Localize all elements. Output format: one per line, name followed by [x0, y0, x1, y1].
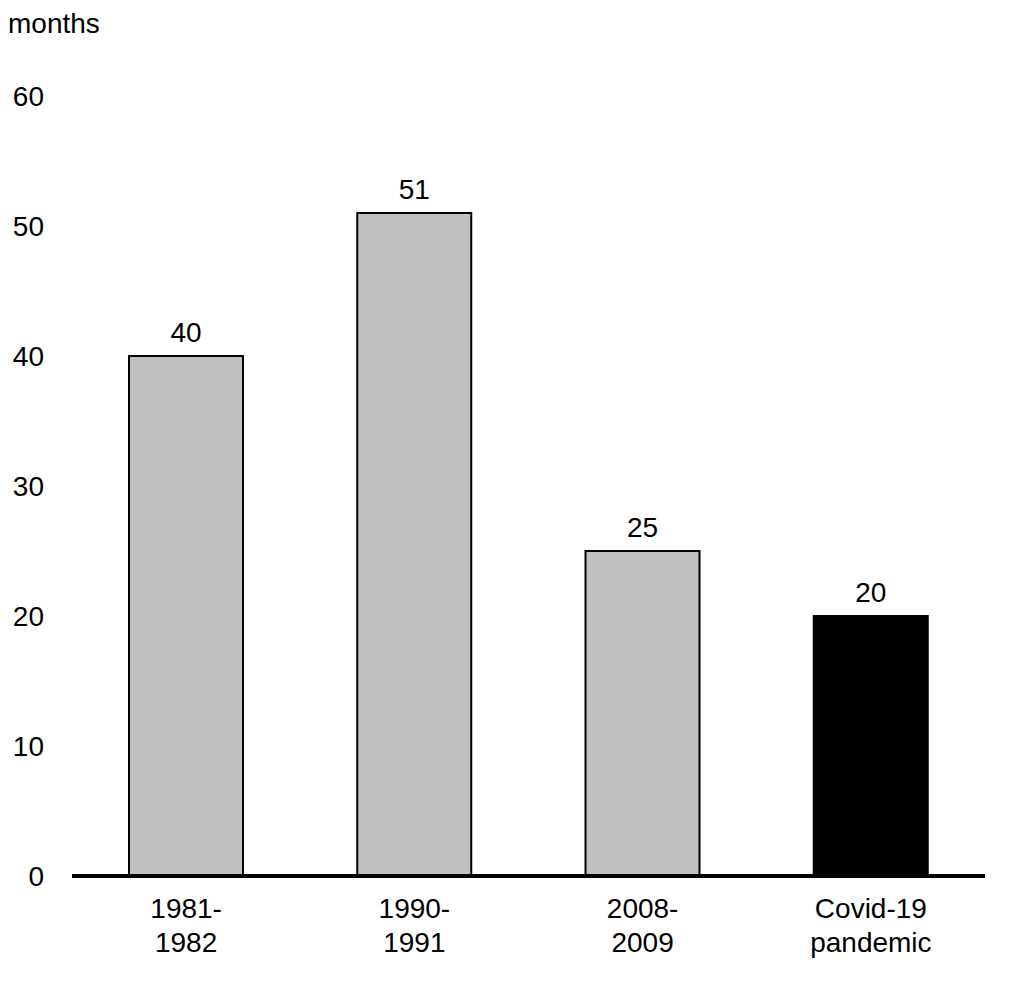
svg-text:1981-1982: 1981-1982 — [150, 893, 222, 958]
svg-text:Covid-19pandemic: Covid-19pandemic — [810, 893, 931, 958]
svg-text:60: 60 — [13, 81, 44, 112]
svg-text:10: 10 — [13, 731, 44, 762]
svg-text:2008-2009: 2008-2009 — [607, 893, 679, 958]
svg-text:20: 20 — [855, 577, 886, 608]
svg-text:30: 30 — [13, 471, 44, 502]
svg-text:51: 51 — [399, 174, 430, 205]
svg-text:1990-1991: 1990-1991 — [379, 893, 451, 958]
svg-text:50: 50 — [13, 211, 44, 242]
svg-text:0: 0 — [28, 861, 44, 892]
svg-text:40: 40 — [170, 317, 201, 348]
svg-text:25: 25 — [627, 512, 658, 543]
svg-text:20: 20 — [13, 601, 44, 632]
svg-text:40: 40 — [13, 341, 44, 372]
html-text:months: months — [8, 8, 100, 39]
